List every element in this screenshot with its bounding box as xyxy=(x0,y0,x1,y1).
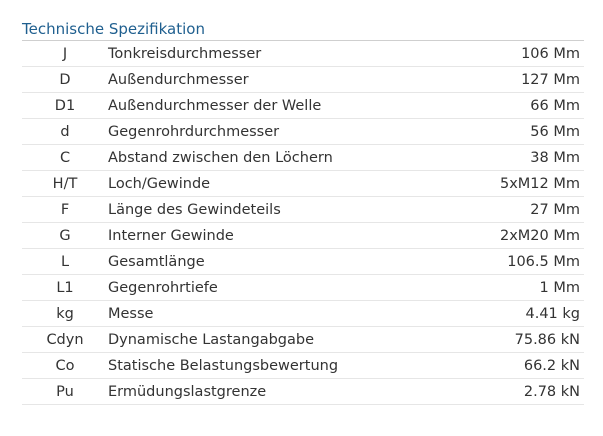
symbol: J xyxy=(22,41,108,67)
parameter-value: 106.5 Mm xyxy=(456,248,584,275)
symbol: L1 xyxy=(22,274,108,301)
symbol: L xyxy=(22,248,108,275)
symbol: Pu xyxy=(22,378,108,405)
table-body: J Tonkreisdurchmesser 106 Mm D Außendurchmes… xyxy=(22,41,584,405)
symbol: G xyxy=(22,222,108,249)
parameter-value: 66 Mm xyxy=(456,92,584,119)
spec-table: J Tonkreisdurchmesser 106 Mm D Außendurchmes… xyxy=(22,41,584,405)
parameter-value: 38 Mm xyxy=(456,144,584,171)
parameter-name: Statische Belastungsbewertung xyxy=(108,352,457,379)
spec-row: Pu Ermüdungslastgrenze 2.78 kN xyxy=(22,378,584,405)
parameter-value: 127 Mm xyxy=(456,66,584,93)
spec-row: Cdyn Dynamische Lastangabgabe 75.86 kN xyxy=(22,326,584,353)
parameter-name: Außendurchmesser xyxy=(108,66,457,93)
symbol: C xyxy=(22,144,108,171)
parameter-name: Loch/Gewinde xyxy=(108,170,457,197)
parameter-name: Gegenrohrdurchmesser xyxy=(108,118,457,145)
parameter-name: Länge des Gewindeteils xyxy=(108,196,457,223)
symbol: d xyxy=(22,118,108,145)
parameter-value: 106 Mm xyxy=(456,41,584,67)
spec-row: G Interner Gewinde 2xM20 Mm xyxy=(22,222,584,249)
spec-row: kg Messe 4.41 kg xyxy=(22,300,584,327)
parameter-name: Außendurchmesser der Welle xyxy=(108,92,457,119)
spec-row: L1 Gegenrohrtiefe 1 Mm xyxy=(22,274,584,301)
spec-row: Co Statische Belastungsbewertung 66.2 kN xyxy=(22,352,584,379)
symbol: D1 xyxy=(22,92,108,119)
spec-row: D1 Außendurchmesser der Welle 66 Mm xyxy=(22,92,584,119)
spec-row: D Außendurchmesser 127 Mm xyxy=(22,66,584,93)
parameter-name: Messe xyxy=(108,300,457,327)
spec-row: d Gegenrohrdurchmesser 56 Mm xyxy=(22,118,584,145)
parameter-value: 2xM20 Mm xyxy=(456,222,584,249)
parameter-name: Ermüdungslastgrenze xyxy=(108,378,457,405)
parameter-value: 4.41 kg xyxy=(456,300,584,327)
parameter-value: 56 Mm xyxy=(456,118,584,145)
parameter-value: 75.86 kN xyxy=(456,326,584,353)
spec-row: L Gesamtlänge 106.5 Mm xyxy=(22,248,584,275)
parameter-value: 5xM12 Mm xyxy=(456,170,584,197)
parameter-name: Dynamische Lastangabgabe xyxy=(108,326,457,353)
parameter-value: 1 Mm xyxy=(456,274,584,301)
spec-row: F Länge des Gewindeteils 27 Mm xyxy=(22,196,584,223)
parameter-name: Tonkreisdurchmesser xyxy=(108,41,457,67)
parameter-value: 27 Mm xyxy=(456,196,584,223)
parameter-name: Gegenrohrtiefe xyxy=(108,274,457,301)
symbol: D xyxy=(22,66,108,93)
spec-row: H/T Loch/Gewinde 5xM12 Mm xyxy=(22,170,584,197)
symbol: F xyxy=(22,196,108,223)
spec-row: C Abstand zwischen den Löchern 38 Mm xyxy=(22,144,584,171)
parameter-name: Interner Gewinde xyxy=(108,222,457,249)
parameter-name: Gesamtlänge xyxy=(108,248,457,275)
spec-row: J Tonkreisdurchmesser 106 Mm xyxy=(22,41,584,67)
symbol: Cdyn xyxy=(22,326,108,353)
parameter-value: 2.78 kN xyxy=(456,378,584,405)
spec-panel: Technische Spezifikation J Tonkreisdurchm… xyxy=(22,16,584,405)
section-title: Technische Spezifikation xyxy=(22,16,584,41)
symbol: Co xyxy=(22,352,108,379)
parameter-value: 66.2 kN xyxy=(456,352,584,379)
symbol: H/T xyxy=(22,170,108,197)
parameter-name: Abstand zwischen den Löchern xyxy=(108,144,457,171)
symbol: kg xyxy=(22,300,108,327)
